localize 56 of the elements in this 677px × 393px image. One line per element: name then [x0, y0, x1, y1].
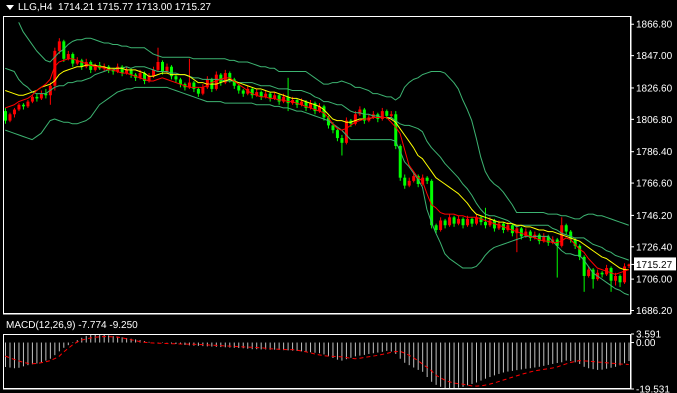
candlestick [12, 107, 16, 118]
line-series [4, 86, 630, 296]
candlestick [618, 274, 622, 288]
y-tick-label: 1806.80 [636, 114, 673, 126]
candlestick [8, 112, 12, 123]
candlestick [58, 38, 61, 55]
candlestick [48, 82, 52, 106]
candlestick [403, 174, 406, 190]
y-tick-label: -19.531 [636, 384, 670, 393]
candlestick [610, 266, 613, 292]
candlestick [434, 223, 438, 234]
y-tick-label: 1766.60 [636, 178, 673, 190]
candlestick [201, 84, 204, 96]
candlestick [462, 216, 465, 229]
line-series [18, 22, 630, 226]
chart-title: MACD(12,26,9) -7.774 -9.250 [6, 320, 138, 331]
y-tick-label: 1847.00 [636, 51, 673, 62]
y-tick-label: 1826.60 [636, 83, 673, 94]
candlestick [444, 218, 447, 229]
candlestick [452, 215, 456, 228]
candlestick [457, 215, 460, 226]
y-tick-label: 1686.20 [636, 306, 673, 318]
candlestick [470, 216, 474, 228]
candlestick [564, 223, 568, 236]
candlestick [4, 107, 7, 124]
candlestick [268, 92, 272, 102]
candlestick [439, 216, 442, 232]
candlestick [196, 86, 200, 98]
y-tick-label: 1746.20 [636, 210, 673, 222]
candlestick [62, 39, 66, 62]
candlestick [408, 177, 411, 188]
candlestick [340, 134, 344, 156]
y-tick-label: 1706.00 [636, 274, 673, 286]
y-tick-label: 0.00 [636, 338, 656, 350]
y-tick-label: 1726.40 [636, 242, 673, 254]
candlestick [587, 266, 590, 278]
y-tick-label: 1786.40 [636, 147, 673, 158]
candlestick [582, 254, 586, 292]
candlestick [40, 90, 43, 101]
candlestick [448, 214, 452, 228]
candlestick [156, 47, 160, 72]
candlestick [161, 60, 164, 76]
y-tick-label: 3.591 [636, 330, 662, 340]
candlestick [385, 109, 388, 120]
candlestick [336, 128, 339, 142]
candlestick [44, 88, 48, 99]
candlestick [165, 63, 168, 74]
candlestick [412, 170, 416, 183]
candlestick [138, 69, 142, 80]
candlestick [331, 122, 334, 134]
chart-title: LLG,H4 1714.21 1715.77 1713.00 1715.27 [18, 2, 211, 13]
y-tick-label: 1866.80 [636, 20, 673, 31]
candlestick [237, 84, 240, 94]
candlestick [484, 207, 487, 229]
y-tick-label: 1715.27 [636, 260, 673, 271]
candlestick [466, 215, 470, 228]
